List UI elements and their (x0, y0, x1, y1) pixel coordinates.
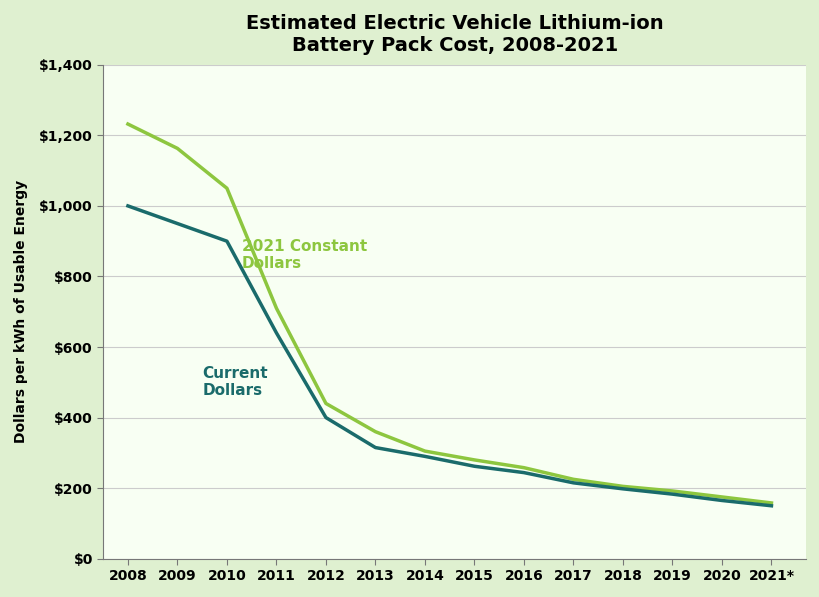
Y-axis label: Dollars per kWh of Usable Energy: Dollars per kWh of Usable Energy (14, 180, 28, 444)
Text: Current
Dollars: Current Dollars (202, 366, 268, 398)
Title: Estimated Electric Vehicle Lithium-ion
Battery Pack Cost, 2008-2021: Estimated Electric Vehicle Lithium-ion B… (246, 14, 663, 55)
Text: 2021 Constant
Dollars: 2021 Constant Dollars (242, 239, 367, 272)
